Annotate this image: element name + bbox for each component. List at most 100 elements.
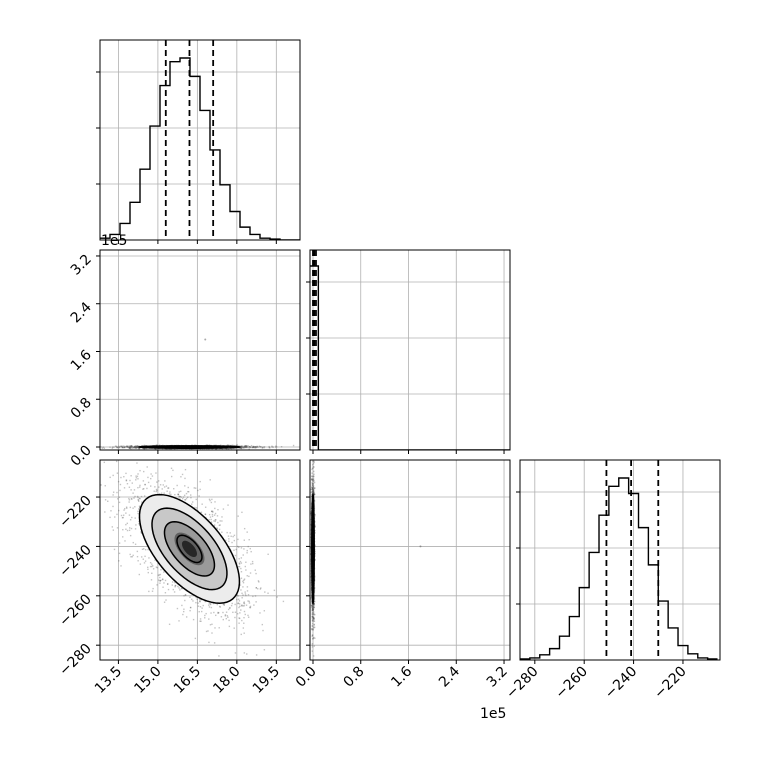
sample-point [313,618,315,620]
sample-point [312,606,314,609]
sample-point [196,598,198,601]
sample-point [167,487,169,489]
sample-point [150,579,153,581]
sample-point [138,523,140,525]
x-tick-label-param_3: −240 [602,664,641,703]
sample-point [136,550,139,553]
sample-point [174,581,176,584]
sample-point [259,588,262,590]
histogram-bar [589,552,599,660]
sample-point [158,579,160,581]
sample-point [238,600,241,602]
sample-point [227,616,229,618]
sample-point [218,605,221,608]
sample-point [238,617,240,619]
sample-point [255,654,258,656]
sample-point [120,476,122,479]
sample-point [136,445,138,447]
sample-point [181,497,184,500]
sample-point [312,622,314,625]
sample-point [252,562,254,565]
sample-point [133,446,136,448]
sample-point [243,579,245,581]
sample-point [187,486,189,489]
sample-point [167,583,169,585]
sample-point [227,448,230,450]
sample-point [210,522,213,524]
sample-point [242,445,244,448]
sample-point [143,470,145,473]
sample-point [312,618,315,620]
sample-point [118,501,121,504]
sample-point [314,544,316,546]
histogram-bar [639,528,649,660]
sample-point [311,603,314,605]
sample-point [240,633,242,636]
sample-point [247,600,249,602]
sample-point [170,475,173,478]
y-tick-label-param_2: 3.2 [68,251,95,278]
sample-point [228,619,230,622]
sample-point [131,445,133,447]
sample-point [251,560,254,563]
sample-point [219,520,221,522]
sample-point [233,549,235,551]
sample-point [242,446,244,449]
sample-point [245,445,247,447]
sample-point [311,609,314,611]
sample-point [312,486,314,488]
sample-point [244,445,246,447]
sample-point [190,494,192,496]
sample-point [122,536,124,538]
sample-point [312,608,314,610]
sample-point [144,483,146,486]
sample-point [235,548,237,551]
sample-point [184,599,186,602]
sample-point [120,445,123,448]
sample-point [133,446,136,448]
sample-point [310,495,313,498]
outlier-point-0 [204,338,207,341]
sample-point [128,446,130,449]
sample-point [185,616,188,618]
sample-point [313,494,315,496]
sample-point [125,528,127,530]
sample-point [163,486,166,488]
sample-point [138,573,141,576]
sample-point [163,571,165,573]
histogram-bar [619,478,629,660]
sample-point [311,613,313,615]
x-tick-label-param_1: 19.5 [250,664,283,697]
sample-point [310,546,312,548]
histogram-bar [688,654,698,660]
sample-point [227,504,229,506]
sample-point [123,487,126,489]
sample-point [166,490,168,492]
sample-point [250,550,252,553]
sample-point [311,609,314,611]
sample-point [179,496,181,498]
sample-point [160,569,162,571]
sample-point [202,604,204,607]
sample-point [137,446,140,449]
sample-point [229,532,231,534]
sample-point [172,469,174,472]
histogram-bar [220,185,230,240]
sample-point [240,446,242,448]
sample-point [102,446,105,448]
sample-point [130,489,132,491]
sample-point [252,445,255,448]
sample-point [237,595,239,597]
density-panel-param_1-param_2 [100,443,295,450]
sample-point [275,445,277,447]
sample-point [239,560,242,563]
sample-point [234,652,237,654]
sample-point [122,516,124,519]
sample-point [162,484,164,486]
sample-point [181,604,183,607]
sample-point [179,589,181,591]
sample-point [313,493,315,495]
sample-point [159,484,162,486]
sample-point [240,445,243,448]
sample-point [267,592,269,594]
